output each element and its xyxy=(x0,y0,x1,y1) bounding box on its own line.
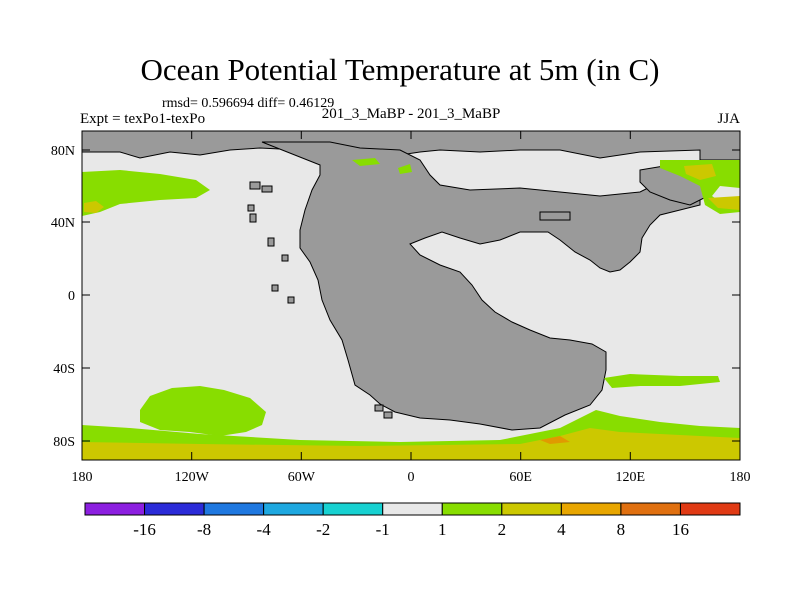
colorbar-swatch xyxy=(263,502,324,516)
latitude-axis: 80N 40N 0 40S 80S xyxy=(51,144,740,450)
colorbar-swatch xyxy=(560,502,622,516)
island xyxy=(383,411,393,419)
colorbar-swatch xyxy=(620,502,681,516)
colorbar-swatch xyxy=(203,502,265,516)
anomaly-east-arctic xyxy=(660,160,740,214)
colorbar-label: 2 xyxy=(498,520,507,539)
colorbar-label: 1 xyxy=(438,520,447,539)
lat-tick-label: 0 xyxy=(68,289,75,304)
colorbar: -16 -8 -4 -2 -1 1 2 4 8 16 xyxy=(84,502,741,539)
lat-tick-label: 40N xyxy=(51,216,75,231)
lon-tick-label: 180 xyxy=(72,470,93,485)
colorbar-swatch xyxy=(679,502,741,516)
colorbar-swatch xyxy=(501,502,562,516)
lon-tick-label: 60E xyxy=(509,470,532,485)
colorbar-label: -4 xyxy=(257,520,272,539)
lon-tick-label: 120E xyxy=(616,470,646,485)
anomaly-arctic-green xyxy=(352,158,380,166)
lon-tick-label: 120W xyxy=(175,470,210,485)
anomaly-north-pacific xyxy=(82,170,210,216)
island xyxy=(281,254,289,262)
lat-tick-label: 40S xyxy=(53,362,75,377)
anomaly-south-indian xyxy=(604,374,720,388)
anomaly-east-arctic-warm-2 xyxy=(708,196,740,210)
colorbar-label: 8 xyxy=(617,520,626,539)
island xyxy=(249,181,261,190)
lon-tick-label: 60W xyxy=(288,470,316,485)
island xyxy=(247,204,255,212)
lon-tick-label: 180 xyxy=(730,470,751,485)
longitude-axis: 180 120W 60W 0 60E 120E 180 xyxy=(72,131,751,485)
colorbar-label: -16 xyxy=(133,520,156,539)
lon-tick-label: 0 xyxy=(408,470,415,485)
island xyxy=(271,284,279,292)
colorbar-swatch xyxy=(322,502,384,516)
inland-sea-island xyxy=(539,211,571,221)
island xyxy=(261,185,273,193)
colorbar-label: -2 xyxy=(316,520,330,539)
colorbar-label: -8 xyxy=(197,520,211,539)
map-title: Ocean Potential Temperature at 5m (in C) xyxy=(140,52,660,87)
colorbar-swatch xyxy=(441,502,503,516)
map-plot xyxy=(81,130,741,461)
experiment-label: Expt = texPo1-texPo xyxy=(80,111,206,127)
season-label: JJA xyxy=(717,111,740,127)
island xyxy=(267,237,275,247)
island xyxy=(374,404,384,412)
anomaly-arctic-green-2 xyxy=(398,164,412,174)
stats-label: rmsd= 0.596694 diff= 0.46129 xyxy=(162,96,335,111)
colorbar-swatch xyxy=(382,502,443,516)
lat-tick-label: 80S xyxy=(53,435,75,450)
anomaly-southern-ocean-warm xyxy=(82,428,740,460)
colorbar-label: 4 xyxy=(557,520,566,539)
colorbar-swatch xyxy=(84,502,146,516)
case-label: 201_3_MaBP - 201_3_MaBP xyxy=(321,106,501,122)
island xyxy=(249,213,257,223)
anomaly-south-pacific xyxy=(140,386,266,436)
anomaly-north-pacific-warm xyxy=(84,201,104,213)
colorbar-swatch xyxy=(144,502,205,516)
anomaly-southern-ocean-orange xyxy=(540,436,570,444)
colorbar-label: -1 xyxy=(376,520,390,539)
anomaly-east-arctic-warm xyxy=(684,164,716,180)
island xyxy=(287,296,295,304)
lat-tick-label: 80N xyxy=(51,144,75,159)
colorbar-label: 16 xyxy=(672,520,689,539)
